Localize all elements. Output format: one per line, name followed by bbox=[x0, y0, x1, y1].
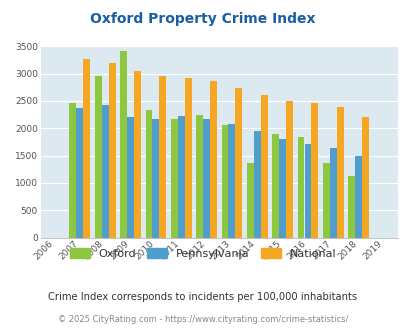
Bar bbox=[134, 71, 141, 238]
Bar bbox=[109, 63, 115, 238]
Bar bbox=[286, 101, 292, 238]
Bar bbox=[76, 108, 83, 238]
Text: Oxford Property Crime Index: Oxford Property Crime Index bbox=[90, 12, 315, 25]
Bar bbox=[322, 163, 329, 238]
Bar bbox=[127, 117, 134, 238]
Bar bbox=[329, 148, 336, 238]
Bar bbox=[69, 103, 76, 238]
Bar bbox=[120, 51, 127, 238]
Bar bbox=[177, 115, 184, 238]
Bar bbox=[159, 76, 166, 238]
Bar bbox=[336, 108, 343, 238]
Bar bbox=[171, 119, 177, 238]
Bar bbox=[279, 139, 285, 238]
Bar bbox=[260, 95, 267, 238]
Bar bbox=[235, 88, 242, 238]
Legend: Oxford, Pennsylvania, National: Oxford, Pennsylvania, National bbox=[65, 244, 340, 263]
Bar bbox=[311, 103, 318, 238]
Bar bbox=[145, 110, 152, 238]
Bar bbox=[196, 115, 202, 238]
Bar bbox=[95, 76, 101, 238]
Bar bbox=[184, 78, 191, 238]
Bar bbox=[228, 124, 235, 238]
Bar bbox=[102, 105, 109, 238]
Bar bbox=[347, 176, 354, 238]
Bar bbox=[221, 125, 228, 238]
Bar bbox=[354, 156, 361, 238]
Bar bbox=[83, 59, 90, 238]
Bar bbox=[152, 119, 159, 238]
Bar bbox=[304, 144, 311, 238]
Text: Crime Index corresponds to incidents per 100,000 inhabitants: Crime Index corresponds to incidents per… bbox=[48, 292, 357, 302]
Bar bbox=[246, 163, 253, 238]
Text: © 2025 CityRating.com - https://www.cityrating.com/crime-statistics/: © 2025 CityRating.com - https://www.city… bbox=[58, 315, 347, 324]
Bar bbox=[297, 137, 304, 238]
Bar bbox=[202, 119, 209, 238]
Bar bbox=[271, 134, 278, 238]
Bar bbox=[210, 81, 216, 238]
Bar bbox=[253, 131, 260, 238]
Bar bbox=[361, 117, 368, 238]
